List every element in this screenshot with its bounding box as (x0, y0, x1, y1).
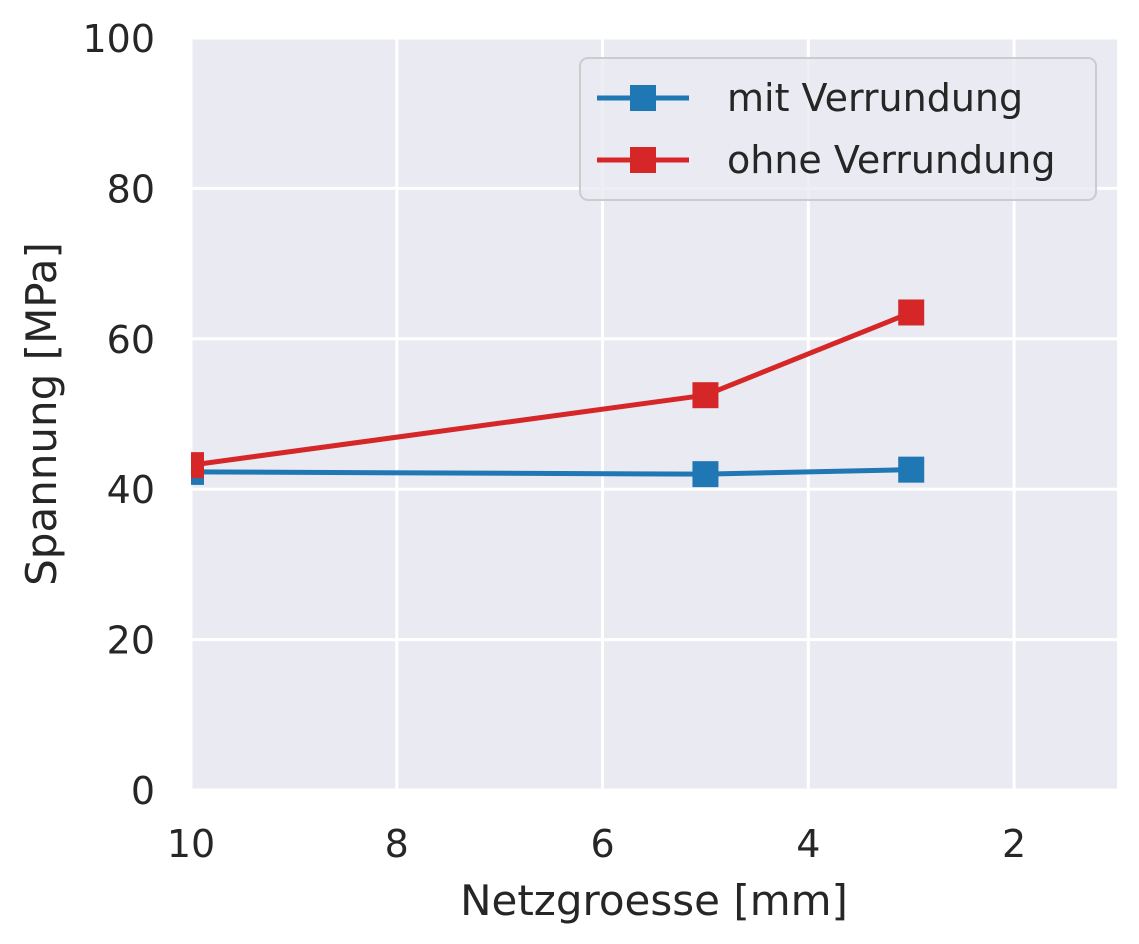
legend-marker (630, 85, 656, 111)
y-tick-label: 0 (131, 769, 155, 813)
y-tick-label: 80 (107, 167, 155, 211)
y-tick-label: 100 (82, 17, 155, 61)
y-tick-label: 60 (107, 318, 155, 362)
legend-marker (630, 147, 656, 173)
legend-entry-label: mit Verrundung (727, 76, 1023, 120)
y-axis-label: Spannung [MPa] (17, 242, 66, 586)
x-tick-label: 6 (590, 822, 614, 866)
data-point-marker (898, 299, 925, 326)
x-tick-label: 10 (167, 822, 215, 866)
legend: mit Verrundung ohne Verrundung (579, 57, 1097, 201)
x-tick-labels: 10 8 6 4 2 (167, 822, 1026, 866)
x-axis-label: Netzgroesse [mm] (460, 876, 848, 925)
legend-entry-label: ohne Verrundung (727, 138, 1055, 182)
legend-box (579, 57, 1097, 201)
data-point-marker (898, 456, 925, 483)
data-point-marker (692, 461, 719, 488)
x-tick-label: 8 (385, 822, 409, 866)
y-tick-label: 20 (107, 619, 155, 663)
x-tick-label: 4 (796, 822, 820, 866)
series-layer (191, 299, 925, 488)
y-tick-label: 40 (107, 468, 155, 512)
x-tick-label: 2 (1002, 822, 1026, 866)
data-point-marker (692, 382, 719, 409)
y-tick-labels: 0 20 40 60 80 100 (82, 17, 155, 813)
data-point-marker (191, 452, 204, 479)
